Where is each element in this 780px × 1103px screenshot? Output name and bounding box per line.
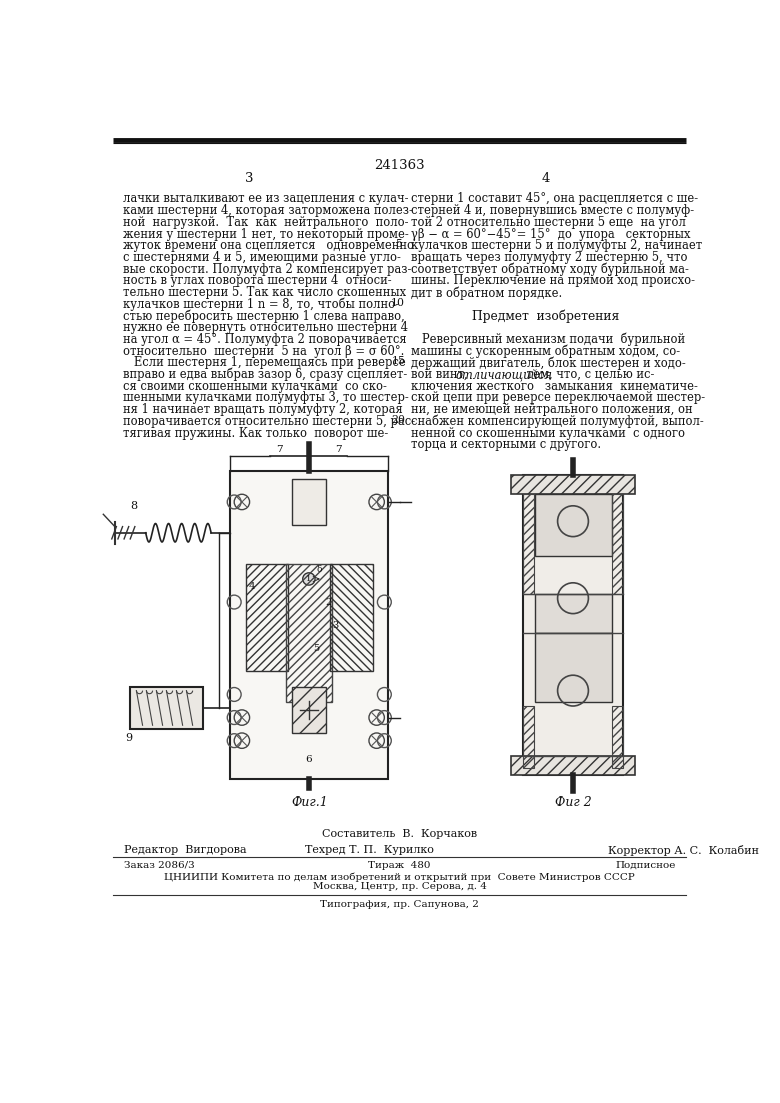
Text: ность в углах поворота шестерни 4  относи-: ность в углах поворота шестерни 4 относи… <box>122 275 392 288</box>
Text: Фuг.1: Фuг.1 <box>291 796 328 810</box>
Text: отличающийся: отличающийся <box>456 368 552 381</box>
Text: вой винт,: вой винт, <box>411 368 472 381</box>
Bar <box>246 564 288 672</box>
Text: Если шестерня 1, перемещаясь при реверсе: Если шестерня 1, перемещаясь при реверсе <box>122 356 406 370</box>
Bar <box>534 633 612 703</box>
Text: жуток времени она сцепляется   одновременно: жуток времени она сцепляется одновременн… <box>122 239 413 253</box>
Text: торца и секторными с другого.: торца и секторными с другого. <box>411 438 601 451</box>
Text: той 2 относительно шестерни 5 еще  на угол: той 2 относительно шестерни 5 еще на уго… <box>411 216 686 228</box>
Text: Редактор  Вигдорова: Редактор Вигдорова <box>124 845 246 855</box>
Text: Техред Т. П.  Курилко: Техред Т. П. Курилко <box>304 845 434 855</box>
Text: стерней 4 и, повернувшись вместе с полумуф-: стерней 4 и, повернувшись вместе с полум… <box>411 204 694 217</box>
Text: 6: 6 <box>306 756 312 764</box>
Bar <box>130 687 204 729</box>
Text: снабжен компенсирующей полумуфтой, выпол-: снабжен компенсирующей полумуфтой, выпол… <box>411 415 704 428</box>
Bar <box>534 494 612 556</box>
Text: 8: 8 <box>130 501 137 511</box>
Text: шины. Переключение на прямой ход происхо-: шины. Переключение на прямой ход происхо… <box>411 275 695 288</box>
Text: дит в обратном порядке.: дит в обратном порядке. <box>411 286 562 300</box>
Text: стерни 1 составит 45°, она расцепляется с ше-: стерни 1 составит 45°, она расцепляется … <box>411 192 698 205</box>
Text: кулачков шестерни 5 и полумуфты 2, начинает: кулачков шестерни 5 и полумуфты 2, начин… <box>411 239 703 253</box>
Text: Москва, Центр, пр. Серова, д. 4: Москва, Центр, пр. Серова, д. 4 <box>313 882 487 891</box>
Text: 4: 4 <box>542 172 550 185</box>
Text: соответствует обратному ходу бурильной ма-: соответствует обратному ходу бурильной м… <box>411 263 690 276</box>
Text: стью перебросить шестерню 1 слева направо,: стью перебросить шестерню 1 слева направ… <box>122 310 404 323</box>
Text: Тираж  480: Тираж 480 <box>368 860 431 870</box>
Text: ни, не имеющей нейтрального положения, он: ни, не имеющей нейтрального положения, о… <box>411 403 693 416</box>
Text: 2: 2 <box>325 598 332 607</box>
Bar <box>292 479 326 525</box>
Text: шенными кулачками полумуфты 3, то шестер-: шенными кулачками полумуфты 3, то шестер… <box>122 392 408 405</box>
Text: 5: 5 <box>314 644 320 653</box>
Bar <box>512 475 635 494</box>
Text: 3: 3 <box>246 172 254 185</box>
Text: ключения жесткого   замыкания  кинематиче-: ключения жесткого замыкания кинематиче- <box>411 379 698 393</box>
Text: держащий двигатель, блок шестерен и ходо-: держащий двигатель, блок шестерен и ходо… <box>411 356 686 370</box>
Text: с шестернями 4 и 5, имеющими разные угло-: с шестернями 4 и 5, имеющими разные угло… <box>122 251 400 264</box>
Text: ненной со скошенными кулачками  с одного: ненной со скошенными кулачками с одного <box>411 427 686 439</box>
Text: γβ − α = 60°−45°= 15°  до  упора   секторных: γβ − α = 60°−45°= 15° до упора секторных <box>411 227 691 240</box>
Text: 7: 7 <box>335 446 342 454</box>
Text: 241363: 241363 <box>374 159 425 172</box>
Text: 1: 1 <box>307 575 311 583</box>
Text: лачки выталкивают ее из зацепления с кулач-: лачки выталкивают ее из зацепления с кул… <box>122 192 408 205</box>
Bar <box>523 475 623 775</box>
Text: Заказ 2086/3: Заказ 2086/3 <box>124 860 195 870</box>
Text: 9: 9 <box>125 733 133 743</box>
Text: ня 1 начинает вращать полумуфту 2, которая: ня 1 начинает вращать полумуфту 2, котор… <box>122 403 402 416</box>
Text: δ: δ <box>317 566 322 575</box>
Text: ЦНИИПИ Комитета по делам изобретений и открытий при  Совете Министров СССР: ЦНИИПИ Комитета по делам изобретений и о… <box>165 872 635 881</box>
Text: вращать через полумуфту 2 шестерню 5, что: вращать через полумуфту 2 шестерню 5, чт… <box>411 251 688 264</box>
Text: вые скорости. Полумуфта 2 компенсирует раз-: вые скорости. Полумуфта 2 компенсирует р… <box>122 263 411 276</box>
Bar <box>331 564 373 672</box>
Bar <box>534 595 612 633</box>
Bar <box>523 494 534 595</box>
Bar <box>612 706 623 768</box>
Text: Типография, пр. Сапунова, 2: Типография, пр. Сапунова, 2 <box>321 900 479 909</box>
Text: Реверсивный механизм подачи  бурильной: Реверсивный механизм подачи бурильной <box>411 333 686 346</box>
Text: 5: 5 <box>395 239 402 249</box>
Bar <box>285 564 332 703</box>
Text: вправо и едва выбрав зазор δ, сразу сцепляет-: вправо и едва выбрав зазор δ, сразу сцеп… <box>122 368 407 382</box>
Text: 7: 7 <box>276 446 283 454</box>
Text: жения у шестерни 1 нет, то некоторый проме-: жения у шестерни 1 нет, то некоторый про… <box>122 227 408 240</box>
Text: относительно  шестерни  5 на  угол β = σ 60°.: относительно шестерни 5 на угол β = σ 60… <box>122 344 404 357</box>
Text: тельно шестерни 5. Так как число скошенных: тельно шестерни 5. Так как число скошенн… <box>122 286 406 299</box>
Text: 4: 4 <box>249 582 255 591</box>
Text: Фuг 2: Фuг 2 <box>555 796 591 810</box>
Text: ной  нагрузкой.  Так  как  нейтрального  поло-: ной нагрузкой. Так как нейтрального поло… <box>122 216 408 228</box>
Text: ками шестерни 4, которая заторможена полез-: ками шестерни 4, которая заторможена пол… <box>122 204 413 217</box>
Text: 20: 20 <box>392 415 406 425</box>
Text: 3: 3 <box>333 621 339 630</box>
Text: ской цепи при реверсе переключаемой шестер-: ской цепи при реверсе переключаемой шест… <box>411 392 705 405</box>
Text: тем, что, с целью ис-: тем, что, с целью ис- <box>523 368 654 381</box>
Bar <box>230 471 388 779</box>
Text: Корректор А. С.  Колабин: Корректор А. С. Колабин <box>608 845 759 856</box>
Text: нужно ее повернуть относительно шестерни 4: нужно ее повернуть относительно шестерни… <box>122 321 407 334</box>
Text: 10: 10 <box>392 298 406 308</box>
Bar <box>523 706 534 768</box>
Text: ся своими скошенными кулачками  со ско-: ся своими скошенными кулачками со ско- <box>122 379 386 393</box>
Text: Подписное: Подписное <box>615 860 675 870</box>
Text: Составитель  В.  Корчаков: Составитель В. Корчаков <box>322 829 477 839</box>
Text: тягивая пружины. Как только  поворот ше-: тягивая пружины. Как только поворот ше- <box>122 427 388 439</box>
Circle shape <box>303 572 315 585</box>
Bar <box>512 756 635 775</box>
Text: кулачков шестерни 1 n = 8, то, чтобы полно-: кулачков шестерни 1 n = 8, то, чтобы пол… <box>122 298 399 311</box>
Text: машины с ускоренным обратным ходом, со-: машины с ускоренным обратным ходом, со- <box>411 344 680 358</box>
Text: Предмет  изобретения: Предмет изобретения <box>473 310 620 323</box>
Bar <box>612 494 623 595</box>
Text: поворачивается относительно шестерни 5, рас-: поворачивается относительно шестерни 5, … <box>122 415 415 428</box>
Text: 15: 15 <box>392 356 405 366</box>
Text: на угол α = 45°. Полумуфта 2 поворачивается: на угол α = 45°. Полумуфта 2 поворачивае… <box>122 333 406 346</box>
Bar <box>292 687 326 733</box>
